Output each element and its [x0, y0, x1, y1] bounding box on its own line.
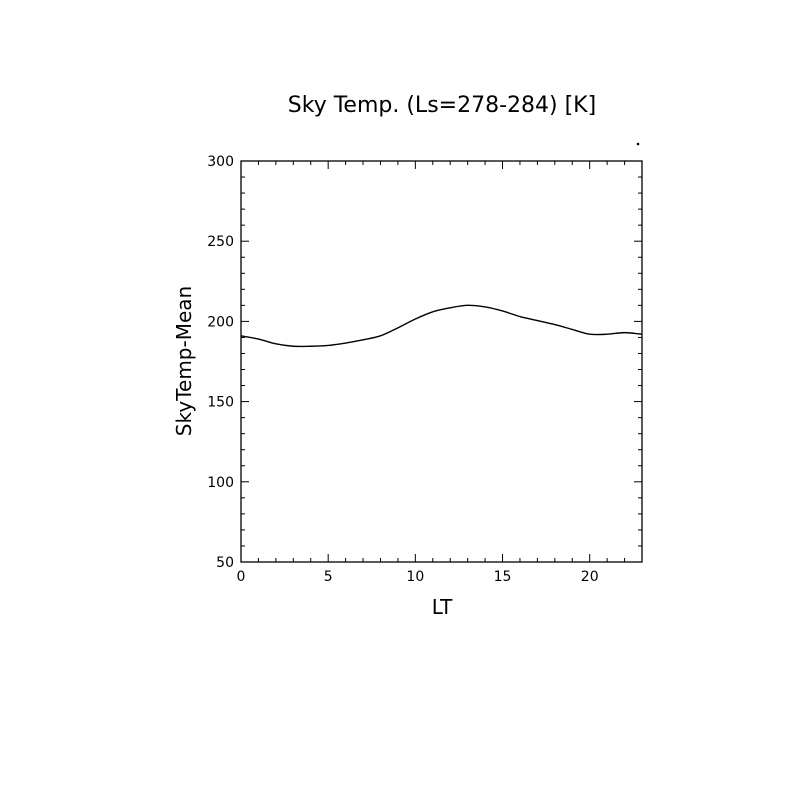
series-line	[240, 304, 643, 348]
plot-area: 0 5 10 15 20 50 100 150 200 250 300	[207, 154, 643, 585]
y-axis-label: SkyTemp-Mean	[172, 286, 196, 436]
x-tick-label: 20	[581, 569, 599, 585]
y-tick-label: 250	[207, 234, 234, 250]
y-tick-label: 300	[207, 154, 234, 170]
x-tick-label: 5	[324, 569, 333, 585]
y-tick-label: 150	[207, 395, 234, 411]
corner-dot-marker	[636, 142, 640, 146]
x-tick-label: 15	[494, 569, 512, 585]
y-tick-label: 200	[207, 314, 234, 330]
plot-frame	[240, 160, 643, 563]
chart-title: Sky Temp. (Ls=278-284) [K]	[288, 93, 596, 118]
y-tick-label: 50	[216, 555, 234, 571]
x-tick-label: 0	[237, 569, 246, 585]
x-tick-label: 10	[406, 569, 424, 585]
y-tick-label: 100	[207, 475, 234, 491]
x-axis-label: LT	[432, 595, 453, 619]
